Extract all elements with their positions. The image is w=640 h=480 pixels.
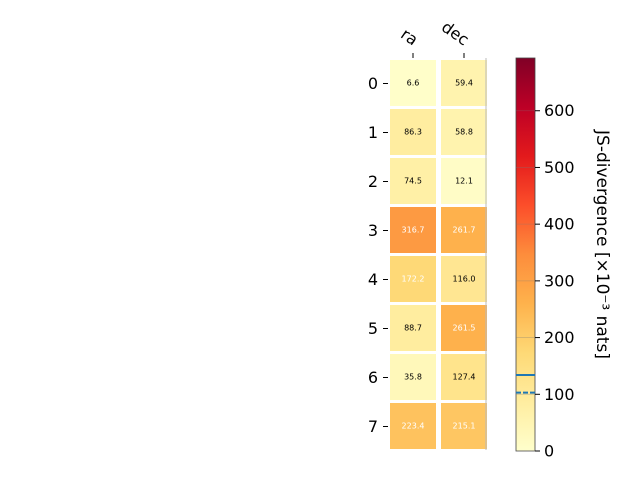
- cell-value-label: 215.1: [453, 422, 476, 431]
- heatmap-cell: [441, 256, 487, 302]
- heatmap-cell: [441, 158, 487, 204]
- cell-value-label: 261.7: [453, 226, 476, 235]
- colorbar-tick-label: 500: [544, 158, 575, 177]
- heatmap-cell: [390, 207, 436, 253]
- heatmap-cell: [390, 60, 436, 106]
- cell-value-label: 116.0: [453, 275, 476, 284]
- heatmap-cell: [390, 256, 436, 302]
- column-tick-label: ra: [397, 24, 421, 49]
- heatmap-cell: [390, 305, 436, 351]
- row-tick-label: 1: [368, 123, 378, 142]
- cell-value-label: 223.4: [402, 422, 425, 431]
- colorbar-tick-label: 200: [544, 328, 575, 347]
- cell-value-label: 261.5: [453, 324, 476, 333]
- row-tick-label: 6: [368, 368, 378, 387]
- heatmap-cell: [390, 403, 436, 449]
- cell-value-label: 58.8: [455, 128, 473, 137]
- heatmap-cell: [441, 60, 487, 106]
- row-tick-label: 5: [368, 319, 378, 338]
- heatmap-cell: [441, 354, 487, 400]
- colorbar: 0 100 200 300 400 500 600 JS-divergence [×10⁻³ …: [515, 57, 612, 461]
- heatmap-cell: [441, 109, 487, 155]
- row-tick-label: 2: [368, 172, 378, 191]
- colorbar-tick-label: 100: [544, 385, 575, 404]
- cell-value-label: 88.7: [404, 324, 422, 333]
- cell-value-label: 316.7: [402, 226, 425, 235]
- heatmap-cell: [441, 305, 487, 351]
- colorbar-tick-label: 300: [544, 271, 575, 290]
- cell-value-label: 86.3: [404, 128, 422, 137]
- colorbar-tick-label: 0: [544, 442, 554, 461]
- heatmap-cell: [390, 354, 436, 400]
- cell-value-label: 172.2: [402, 275, 425, 284]
- row-tick-label: 0: [368, 74, 378, 93]
- heatmap-cell: [441, 207, 487, 253]
- heatmap-cell: [441, 403, 487, 449]
- colorbar-tick-label: 600: [544, 101, 575, 120]
- cell-value-label: 127.4: [453, 373, 476, 382]
- row-tick-label: 4: [368, 270, 378, 289]
- cell-value-label: 74.5: [404, 177, 422, 186]
- colorbar-axis-label: JS-divergence [×10⁻³ nats]: [592, 129, 612, 359]
- row-tick-label: 3: [368, 221, 378, 240]
- column-tick-label: dec: [438, 17, 472, 49]
- cell-value-label: 12.1: [455, 177, 473, 186]
- cell-value-label: 6.6: [407, 79, 420, 88]
- heatmap-cell: [390, 109, 436, 155]
- row-tick-label: 7: [368, 417, 378, 436]
- cell-value-label: 35.8: [404, 373, 422, 382]
- colorbar-gradient: [515, 57, 536, 452]
- heatmap-cell: [390, 158, 436, 204]
- cell-value-label: 59.4: [455, 79, 473, 88]
- colorbar-tick-label: 400: [544, 215, 575, 234]
